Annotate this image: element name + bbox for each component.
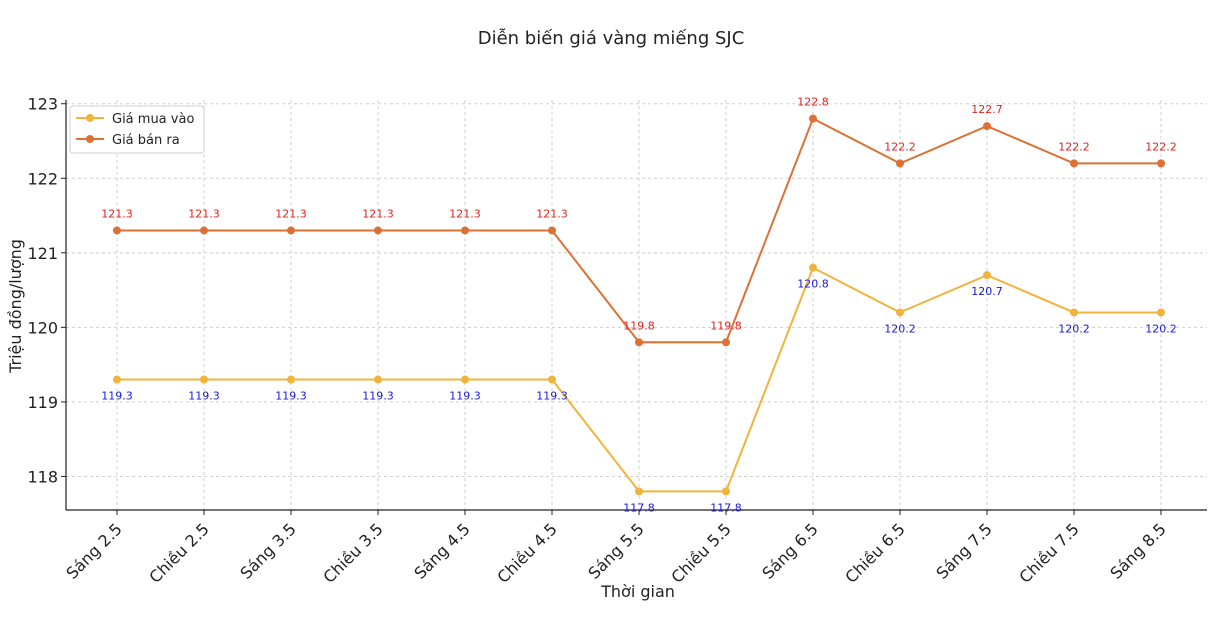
data-label: 122.7	[971, 103, 1003, 116]
data-label: 121.3	[101, 207, 133, 220]
series-line	[117, 117, 1161, 344]
y-tick-label: 121	[27, 244, 58, 263]
series-line	[117, 266, 1161, 493]
data-label: 120.8	[797, 278, 829, 291]
chart-title: Diễn biến giá vàng miếng SJC	[478, 28, 745, 49]
data-point	[722, 338, 730, 347]
data-label: 122.2	[1058, 140, 1090, 153]
y-tick-label: 118	[27, 467, 58, 486]
data-label: 117.8	[623, 501, 655, 514]
data-label: 120.2	[1145, 322, 1177, 335]
legend-swatch-marker	[86, 135, 94, 143]
data-point	[461, 375, 469, 384]
x-axis-label: Thời gian	[600, 582, 675, 601]
data-point	[113, 375, 121, 384]
data-point	[548, 226, 556, 235]
data-point	[809, 114, 817, 123]
data-point	[461, 226, 469, 235]
legend-label: Giá mua vào	[112, 112, 194, 127]
data-point	[896, 308, 904, 317]
series	[113, 114, 1165, 496]
data-point	[548, 375, 556, 384]
data-label: 122.8	[797, 96, 829, 109]
data-label: 120.2	[884, 322, 916, 335]
data-point	[1157, 308, 1165, 317]
data-label: 120.7	[971, 285, 1003, 298]
data-point	[722, 487, 730, 496]
x-ticks: Sáng 2.5 Chiều 2.5 Sáng 3.5 Chiều 3.5 Sáng 4…	[62, 510, 1170, 587]
data-point	[113, 226, 121, 235]
legend-swatch-marker	[86, 114, 94, 122]
y-tick-label: 120	[27, 318, 58, 337]
x-tick-label: Sáng 2.5	[62, 519, 125, 582]
y-axis-label: Triệu đồng/lượng	[6, 239, 25, 374]
x-tick-label: Sáng 8.5	[1106, 519, 1169, 582]
data-label: 122.2	[1145, 140, 1177, 153]
data-point	[200, 226, 208, 235]
y-tick-label: 122	[27, 169, 58, 188]
y-tick-label: 123	[27, 95, 58, 114]
x-tick-label: Sáng 6.5	[758, 519, 821, 582]
data-point	[374, 375, 382, 384]
data-point	[200, 375, 208, 384]
y-tick-label: 119	[27, 393, 58, 412]
data-point	[1070, 308, 1078, 317]
data-point	[1157, 159, 1165, 168]
data-label: 119.3	[101, 390, 133, 403]
x-tick-label: Chiều 2.5	[145, 519, 212, 586]
data-point	[287, 226, 295, 235]
legend: Giá mua vào Giá bán ra	[69, 105, 205, 154]
data-point	[1070, 159, 1078, 168]
grid	[66, 100, 1207, 510]
y-ticks: 118 119 120 121 122 123	[27, 95, 66, 486]
data-point	[896, 159, 904, 168]
x-tick-label: Chiều 3.5	[319, 519, 386, 586]
data-point	[635, 338, 643, 347]
x-tick-label: Chiều 4.5	[493, 519, 560, 586]
data-point	[983, 122, 991, 131]
data-label: 120.2	[1058, 322, 1090, 335]
data-label: 119.3	[275, 390, 307, 403]
data-label: 121.3	[188, 207, 220, 220]
x-tick-label: Sáng 5.5	[584, 519, 647, 582]
data-point	[635, 487, 643, 496]
data-point	[374, 226, 382, 235]
x-tick-label: Sáng 3.5	[236, 519, 299, 582]
axes	[65, 100, 1207, 511]
data-point	[809, 263, 817, 272]
data-label: 121.3	[536, 207, 568, 220]
x-tick-label: Sáng 7.5	[932, 519, 995, 582]
data-label: 119.3	[188, 390, 220, 403]
data-label: 121.3	[362, 207, 394, 220]
data-label: 119.3	[449, 390, 481, 403]
data-point	[983, 271, 991, 280]
data-label: 119.3	[536, 390, 568, 403]
legend-label: Giá bán ra	[112, 133, 180, 148]
data-label: 121.3	[275, 207, 307, 220]
x-tick-label: Chiều 6.5	[841, 519, 908, 586]
data-label: 119.8	[710, 319, 742, 332]
data-label: 117.8	[710, 501, 742, 514]
data-label: 119.8	[623, 319, 655, 332]
data-labels: 119.3 119.3 119.3 119.3 119.3 119.3 117.8 117.8…	[101, 96, 1177, 515]
x-tick-label: Chiều 7.5	[1015, 519, 1082, 586]
x-tick-label: Chiều 5.5	[667, 519, 734, 586]
data-point	[287, 375, 295, 384]
data-label: 119.3	[362, 390, 394, 403]
x-tick-label: Sáng 4.5	[410, 519, 473, 582]
data-label: 122.2	[884, 140, 916, 153]
data-label: 121.3	[449, 207, 481, 220]
